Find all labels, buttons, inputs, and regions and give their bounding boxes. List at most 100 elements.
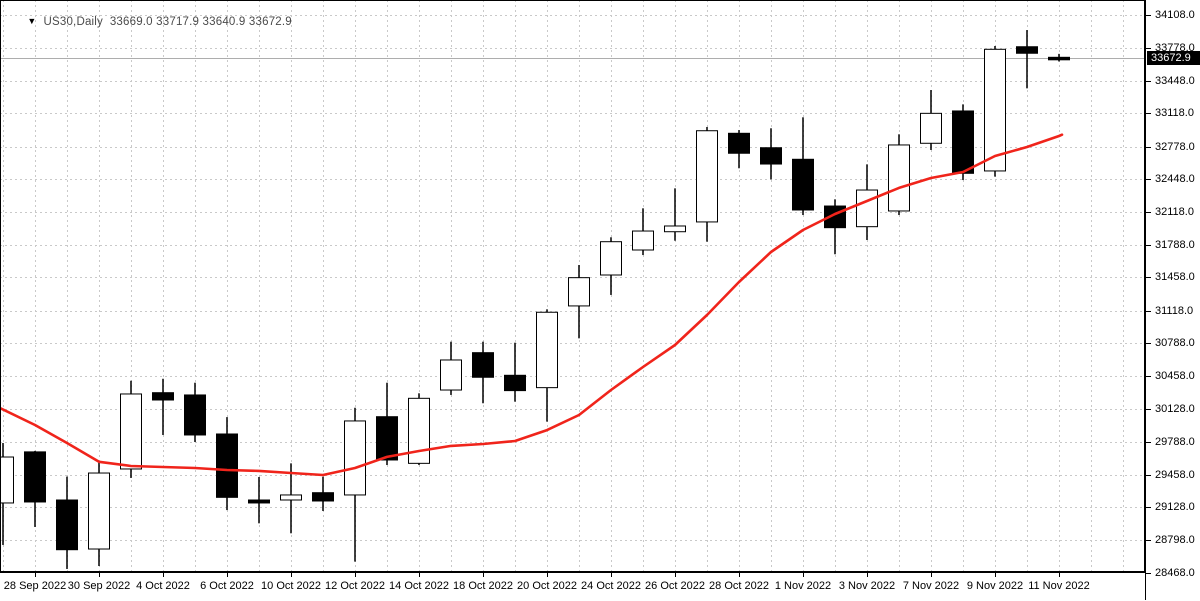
candle-body [760,147,782,165]
candle-body [472,352,494,378]
price-axis-tick [1146,277,1151,278]
candle-body [632,230,654,251]
price-axis-tick [1146,311,1151,312]
price-axis-tick [1146,179,1151,180]
time-axis-label: 6 Oct 2022 [200,580,254,592]
time-axis-label: 12 Oct 2022 [325,580,385,592]
price-axis-label: 31458.0 [1155,271,1195,283]
time-axis-tick [1059,573,1060,577]
candle-body [216,433,238,498]
price-axis-tick [1146,540,1151,541]
candle-body [664,225,686,233]
candle-body [312,492,334,502]
price-chart-area[interactable]: ▼ US30,Daily 33669.0 33717.9 33640.9 3367… [0,0,1145,572]
price-axis-label: 28798.0 [1155,534,1195,546]
moving-average-line [0,133,1064,477]
candle-body [440,359,462,391]
candle-body [248,499,270,504]
time-axis-label: 3 Nov 2022 [838,580,896,592]
time-axis-tick [547,573,548,577]
time-axis-label: 30 Sep 2022 [67,580,131,592]
candle-body [536,311,558,389]
price-axis-tick [1146,409,1151,410]
price-axis-label: 29458.0 [1155,469,1195,481]
time-axis-tick [99,573,100,577]
candle-body [952,110,974,174]
time-axis-tick [675,573,676,577]
price-axis-label: 32448.0 [1155,173,1195,185]
price-axis-tick [1146,245,1151,246]
candle-body [120,393,142,470]
price-axis[interactable]: 34108.0 33778.0 33448.0 33118.0 32778.0 32448… [1145,0,1200,600]
candle-body [280,494,302,501]
time-axis-tick [483,573,484,577]
price-axis-label: 29788.0 [1155,436,1195,448]
time-axis-label: 28 Oct 2022 [709,580,769,592]
price-axis-label: 31788.0 [1155,239,1195,251]
price-axis-label: 30458.0 [1155,370,1195,382]
time-axis-tick [35,573,36,577]
candlestick-chart [0,0,1145,572]
candle-body [984,48,1006,172]
price-axis-label: 32118.0 [1155,206,1194,218]
price-axis-tick [1146,113,1151,114]
candle-body [1048,56,1070,61]
price-axis-tick [1146,212,1151,213]
candle-body [1016,46,1038,54]
candle-body [0,456,14,504]
candle-body [504,374,526,392]
current-price-value: 33672.9 [1151,52,1191,64]
price-axis-tick [1146,475,1151,476]
candle-body [152,392,174,401]
time-axis-tick [995,573,996,577]
current-price-badge: 33672.9 [1147,51,1200,65]
time-axis-label: 24 Oct 2022 [581,580,641,592]
time-axis-tick [355,573,356,577]
time-axis-tick [291,573,292,577]
candle-body [184,394,206,436]
price-axis-tick [1146,507,1151,508]
time-axis-label: 20 Oct 2022 [517,580,577,592]
price-axis-tick [1146,15,1151,16]
candle-body [376,416,398,461]
time-axis-label: 26 Oct 2022 [645,580,705,592]
time-axis-tick [803,573,804,577]
time-axis-label: 28 Sep 2022 [3,580,67,592]
candle-body [856,189,878,228]
price-axis-label: 31118.0 [1155,305,1194,317]
price-axis-label: 34108.0 [1155,9,1195,21]
price-axis-tick [1146,343,1151,344]
price-axis-label: 33118.0 [1155,107,1194,119]
price-axis-label: 32778.0 [1155,141,1195,153]
candle-body [568,277,590,307]
price-axis-label: 29128.0 [1155,501,1195,513]
candle-body [24,451,46,503]
time-axis-tick [611,573,612,577]
price-axis-label: 30788.0 [1155,337,1195,349]
time-axis-tick [739,573,740,577]
candle-body [56,499,78,551]
time-axis[interactable]: 28 Sep 2022 30 Sep 2022 4 Oct 2022 6 Oct 20… [0,572,1145,601]
candle-body [728,132,750,154]
candle-body [88,472,110,550]
price-axis-label: 33448.0 [1155,75,1195,87]
candle-body [344,420,366,496]
price-axis-tick [1146,376,1151,377]
price-axis-tick [1146,442,1151,443]
time-axis-tick [163,573,164,577]
time-axis-label: 10 Oct 2022 [261,580,321,592]
price-axis-tick [1146,48,1151,49]
price-axis-label: 28468.0 [1155,567,1195,579]
time-axis-label: 1 Nov 2022 [774,580,832,592]
time-axis-label: 7 Nov 2022 [902,580,960,592]
time-axis-label: 4 Oct 2022 [136,580,190,592]
price-axis-tick [1146,81,1151,82]
time-axis-tick [419,573,420,577]
candle-body [600,241,622,276]
price-axis-label: 30128.0 [1155,403,1195,415]
time-axis-label: 18 Oct 2022 [453,580,513,592]
time-axis-tick [931,573,932,577]
candle-body [408,397,430,464]
time-axis-tick [867,573,868,577]
